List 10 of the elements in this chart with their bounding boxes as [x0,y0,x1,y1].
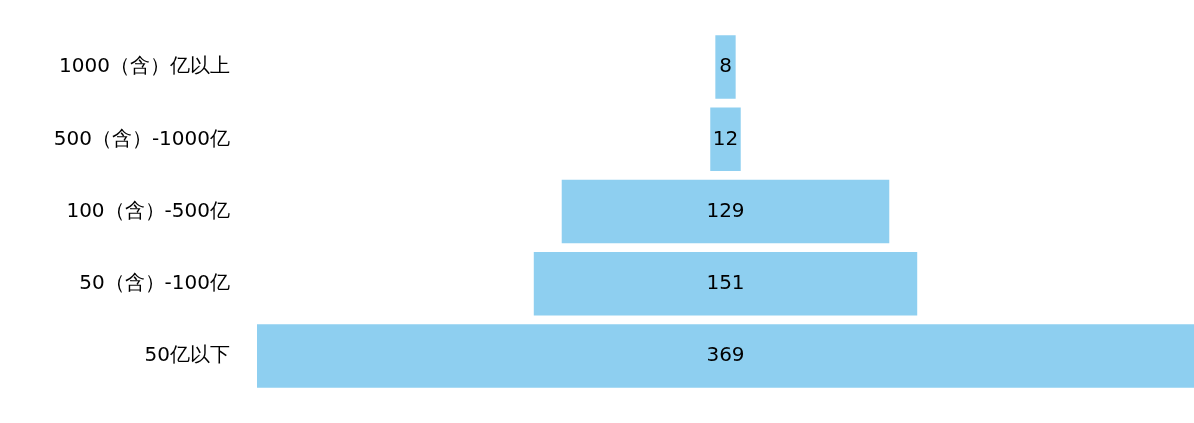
data-label: 369 [706,342,745,367]
data-label: 12 [712,125,739,150]
category-label: 500（含）-1000亿 [53,125,230,150]
data-label: 151 [706,269,745,294]
category-label: 100（含）-500亿 [66,197,230,222]
data-label: 129 [706,197,745,222]
data-label: 8 [719,53,732,78]
category-label: 50亿以下 [144,342,230,367]
category-label: 50（含）-100亿 [79,269,230,294]
category-label: 1000（含）亿以上 [59,53,230,78]
